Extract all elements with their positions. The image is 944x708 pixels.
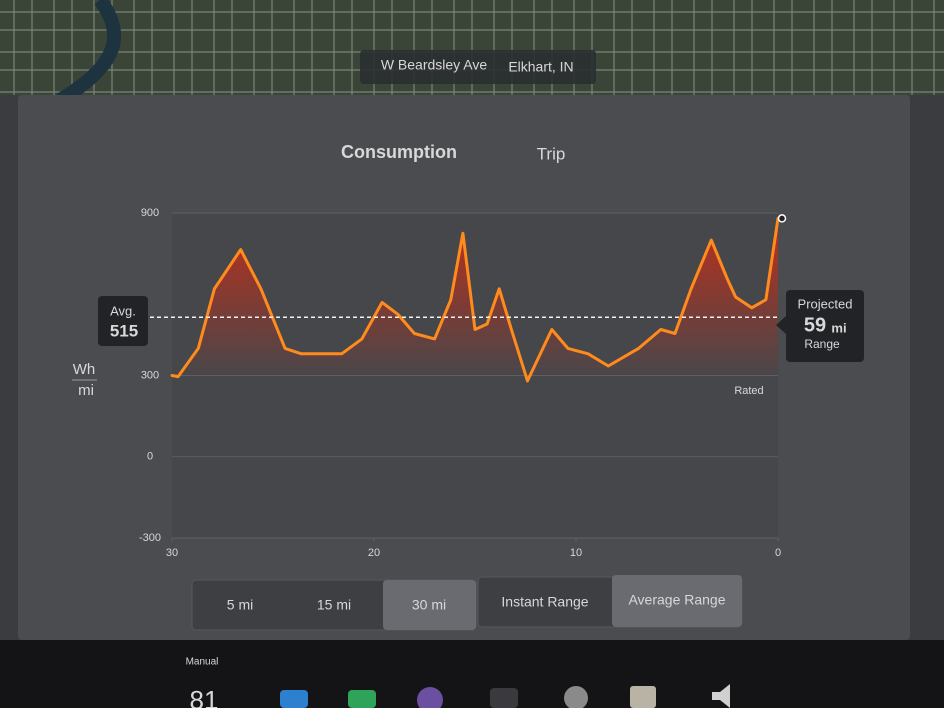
location-box [360,50,596,84]
y-label: mi [78,382,94,399]
tab[interactable]: Consumption [341,142,457,162]
temperature[interactable]: 81 [190,685,219,708]
selected-highlight [383,580,476,630]
end-point [777,214,787,223]
energy-icon[interactable] [348,690,376,708]
notes-icon[interactable] [630,686,656,708]
city-name: Elkhart, IN [508,59,573,75]
line [170,216,780,383]
distance-button[interactable]: 15 mi [317,597,351,613]
x-tick-label: 10 [570,547,582,559]
y-tick-label: -300 [139,532,161,544]
fan-icon[interactable] [564,686,588,708]
projected-box [786,290,864,362]
y-label: Wh [73,361,96,378]
drive-mode: Manual [186,657,219,668]
x-tick-label: 20 [368,547,380,559]
avg-box [98,296,148,346]
projected-pointer [776,316,786,334]
distance-button[interactable]: 30 mi [412,597,446,613]
projected-title: Projected [798,296,853,311]
projected-unit: mi [831,320,846,335]
distance-button[interactable]: 5 mi [227,597,253,613]
range-button[interactable]: Average Range [628,592,725,608]
river [56,0,122,107]
projected-label: Range [804,337,840,351]
area [172,218,778,381]
bluetooth-icon[interactable] [280,690,308,708]
rated-label: Rated [734,385,763,397]
avg-label: Avg. [110,303,136,318]
media-icon[interactable] [417,687,443,708]
projected-value: 59 [804,314,826,336]
tab[interactable]: Trip [537,144,566,163]
range-button[interactable]: Instant Range [501,594,588,610]
y-tick-label: 0 [147,451,153,463]
volume-icon[interactable] [712,684,730,708]
avg-value: 515 [110,321,138,340]
x-tick-label: 30 [166,547,178,559]
selected-highlight [612,575,742,627]
y-tick-label: 300 [141,369,159,381]
street-name: W Beardsley Ave [381,57,488,73]
status-bar [0,640,944,708]
apps-icon[interactable] [490,688,518,708]
y-tick-label: 900 [141,207,159,219]
x-tick-label: 0 [775,547,781,559]
